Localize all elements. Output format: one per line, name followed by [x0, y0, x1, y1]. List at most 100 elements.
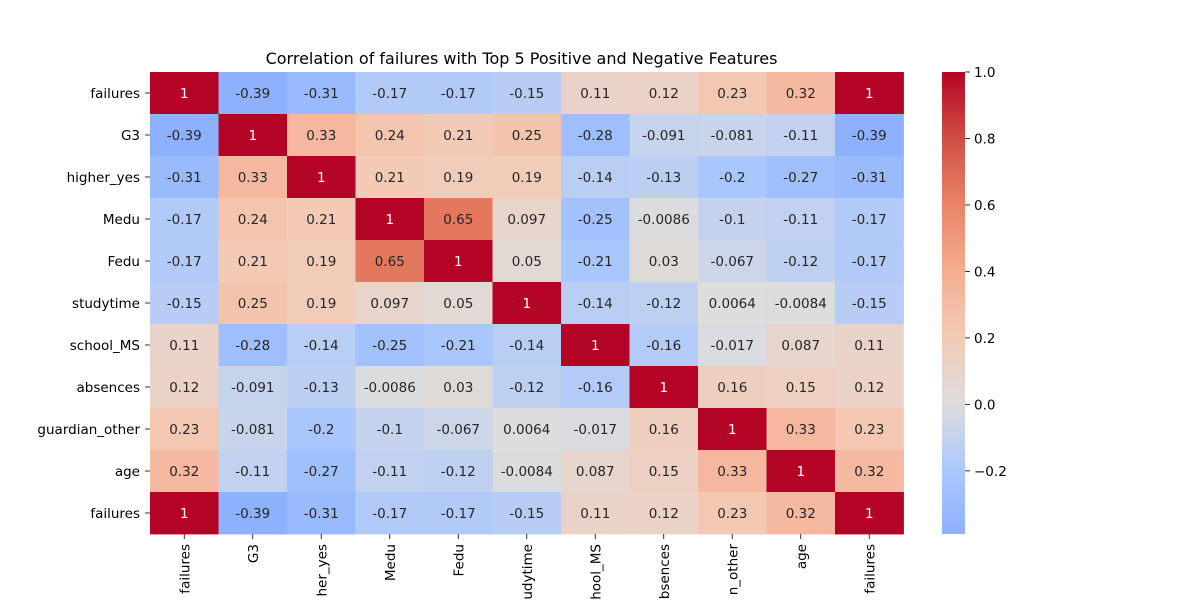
colorbar-tick-label: 1.0	[974, 65, 995, 81]
cell-value-label: -0.11	[235, 464, 270, 480]
cell-value-label: 0.12	[854, 380, 884, 396]
cell-value-label: -0.39	[235, 86, 270, 102]
heatmap-cell	[355, 492, 425, 535]
x-tick-label: failures	[862, 544, 878, 594]
heatmap-cell	[424, 324, 493, 367]
heatmap-cell	[287, 156, 356, 199]
heatmap-cell	[492, 240, 562, 283]
cell-value-label: -0.2	[719, 170, 745, 186]
heatmap-cell	[629, 366, 699, 409]
x-tick-label: Fedu	[451, 544, 467, 576]
cell-value-label: 0.23	[717, 86, 747, 102]
cell-value-label: 1	[385, 212, 394, 228]
cell-value-label: -0.16	[646, 338, 681, 354]
colorbar-tick-label: 0.8	[974, 131, 995, 147]
heatmap-cell	[355, 366, 425, 409]
heatmap-cell	[561, 408, 630, 451]
heatmap-cell	[492, 408, 562, 451]
cell-value-label: -0.28	[235, 338, 270, 354]
heatmap-cell	[629, 450, 699, 493]
cell-value-label: 0.24	[238, 212, 268, 228]
cell-value-label: 0.19	[306, 254, 336, 270]
heatmap-cell	[150, 282, 219, 325]
cell-value-label: 1	[454, 254, 463, 270]
heatmap-cell	[766, 282, 836, 325]
heatmap-cell	[150, 366, 219, 409]
cell-value-label: -0.12	[441, 464, 476, 480]
y-tick-label: failures	[90, 86, 140, 102]
cell-value-label: 0.33	[306, 128, 336, 144]
cell-value-label: 0.25	[238, 296, 268, 312]
cell-value-label: 0.21	[238, 254, 268, 270]
x-tick-label: hool_MS	[588, 544, 604, 600]
heatmap-cell	[698, 114, 767, 157]
heatmap-cell	[287, 114, 356, 157]
heatmap-cell	[355, 198, 425, 241]
heatmap-cell	[355, 408, 425, 451]
heatmap-cell	[766, 156, 836, 199]
heatmap-cell	[150, 324, 219, 367]
heatmap-cell	[218, 240, 288, 283]
cell-value-label: -0.11	[783, 212, 818, 228]
heatmap-cell	[835, 198, 904, 241]
heatmap-cell	[424, 240, 493, 283]
colorbar-tick-label: 0.2	[974, 331, 995, 347]
cell-value-label: -0.21	[578, 254, 613, 270]
heatmap-cell	[287, 366, 356, 409]
heatmap-cell	[355, 324, 425, 367]
cell-value-label: -0.31	[167, 170, 202, 186]
cell-value-label: 0.11	[169, 338, 199, 354]
x-tick-label: Medu	[383, 544, 399, 581]
cell-value-label: 0.33	[238, 170, 268, 186]
cell-value-label: -0.11	[783, 128, 818, 144]
cell-value-label: 0.05	[512, 254, 542, 270]
x-tick-label: age	[794, 544, 810, 569]
heatmap-cell	[629, 492, 699, 535]
cell-value-label: 0.32	[169, 464, 199, 480]
heatmap-cell	[492, 72, 562, 115]
cell-value-label: 0.03	[443, 380, 473, 396]
cell-value-label: 0.05	[443, 296, 473, 312]
cell-value-label: -0.0084	[775, 296, 827, 312]
heatmap-cell	[218, 324, 288, 367]
heatmap-cell	[287, 240, 356, 283]
heatmap-cell	[287, 450, 356, 493]
heatmap-cell	[218, 198, 288, 241]
heatmap-cell	[835, 156, 904, 199]
cell-value-label: -0.31	[304, 506, 339, 522]
colorbar-tick-label: 0.6	[974, 198, 995, 214]
y-tick-label: age	[115, 464, 140, 480]
cell-value-label: 0.087	[576, 464, 615, 480]
cell-value-label: 0.19	[443, 170, 473, 186]
cell-value-label: -0.091	[642, 128, 686, 144]
heatmap-cell	[766, 198, 836, 241]
cell-value-label: -0.27	[783, 170, 818, 186]
cell-value-label: 0.19	[306, 296, 336, 312]
heatmap-cell	[287, 198, 356, 241]
y-tick-label: guardian_other	[37, 422, 140, 438]
heatmap-cell	[355, 72, 425, 115]
heatmap-cell	[629, 72, 699, 115]
heatmap-cell	[492, 450, 562, 493]
heatmap-cell	[561, 240, 630, 283]
cell-value-label: -0.067	[436, 422, 480, 438]
cell-value-label: 0.24	[375, 128, 405, 144]
cell-value-label: -0.12	[646, 296, 681, 312]
heatmap-cell	[766, 450, 836, 493]
heatmap-cell	[150, 114, 219, 157]
cell-value-label: 0.11	[854, 338, 884, 354]
cell-value-label: -0.31	[852, 170, 887, 186]
heatmap-cell	[766, 324, 836, 367]
heatmap-cell	[835, 324, 904, 367]
heatmap-cell	[218, 492, 288, 535]
cell-value-label: 0.33	[717, 464, 747, 480]
y-tick-label: studytime	[72, 296, 140, 312]
cell-value-label: -0.15	[852, 296, 887, 312]
heatmap-cell	[698, 450, 767, 493]
heatmap-cell	[561, 450, 630, 493]
x-tick-label: udytime	[520, 544, 536, 600]
heatmap-cell	[766, 408, 836, 451]
heatmap-cell	[766, 240, 836, 283]
cell-value-label: -0.39	[167, 128, 202, 144]
cell-value-label: 0.15	[649, 464, 679, 480]
